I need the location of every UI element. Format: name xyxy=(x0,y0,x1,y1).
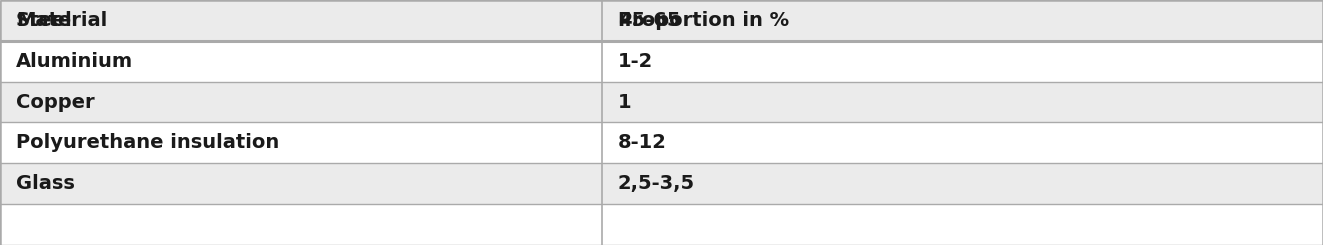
Bar xyxy=(0,122,1323,163)
Text: Material: Material xyxy=(16,11,107,30)
Text: 2,5-3,5: 2,5-3,5 xyxy=(618,174,695,193)
Text: 1: 1 xyxy=(618,93,631,111)
Bar xyxy=(0,0,1323,41)
Text: Polyurethane insulation: Polyurethane insulation xyxy=(16,134,279,152)
Bar xyxy=(0,163,1323,204)
Bar xyxy=(0,82,1323,122)
Bar xyxy=(0,41,1323,82)
Text: 8-12: 8-12 xyxy=(618,134,667,152)
Text: 45-65: 45-65 xyxy=(618,11,680,30)
Text: 1-2: 1-2 xyxy=(618,52,654,71)
Text: Aluminium: Aluminium xyxy=(16,52,134,71)
Bar xyxy=(0,0,1323,41)
Text: Steel: Steel xyxy=(16,11,73,30)
Text: Copper: Copper xyxy=(16,93,94,111)
Text: Glass: Glass xyxy=(16,174,75,193)
Text: Proportion in %: Proportion in % xyxy=(618,11,789,30)
